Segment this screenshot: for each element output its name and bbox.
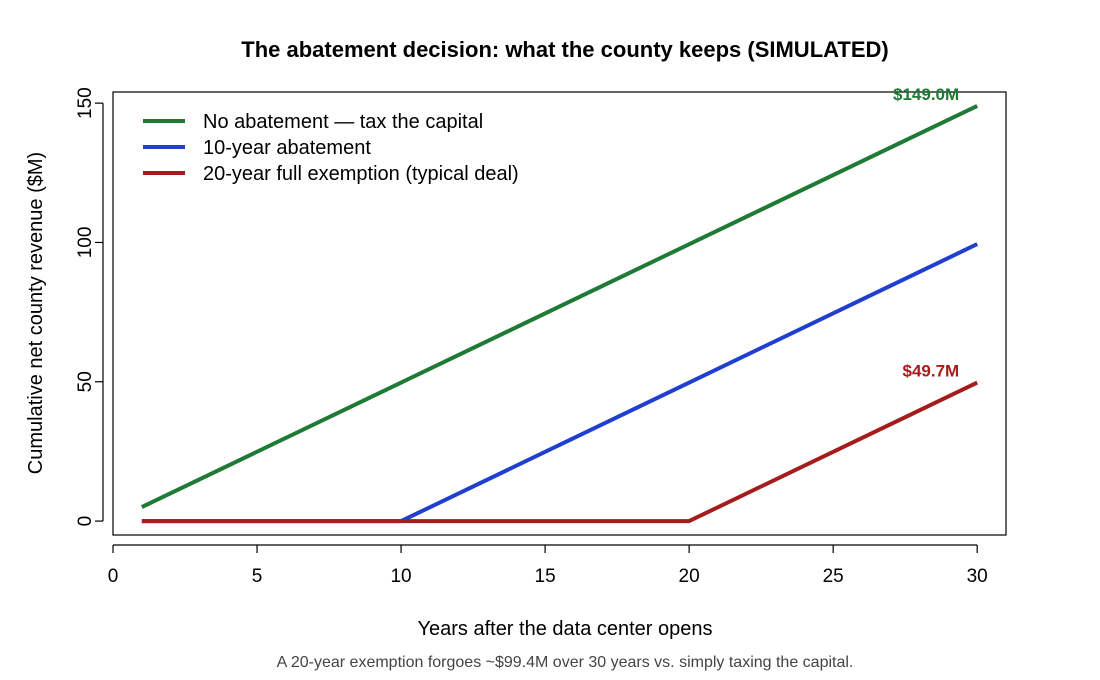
- series-end-label: $149.0M: [893, 85, 959, 104]
- x-tick-label: 10: [390, 566, 411, 587]
- x-tick-label: 25: [823, 566, 844, 587]
- x-tick-label: 20: [679, 566, 700, 587]
- legend: No abatement — tax the capital 10-year ab…: [143, 111, 519, 185]
- y-tick-label: 0: [75, 516, 96, 527]
- x-tick-label: 5: [252, 566, 263, 587]
- legend-label: No abatement — tax the capital: [203, 111, 483, 133]
- x-tick-label: 30: [967, 566, 988, 587]
- y-tick-label: 150: [75, 87, 96, 119]
- x-axis: 0 5 10 15 20 25 30: [108, 544, 988, 587]
- x-axis-title: Years after the data center opens: [417, 618, 712, 640]
- series-line-1: [140, 104, 979, 509]
- x-tick-label: 15: [535, 566, 556, 587]
- series-end-label: $49.7M: [902, 362, 959, 381]
- legend-label: 10-year abatement: [203, 137, 371, 159]
- chart-title: The abatement decision: what the county …: [241, 37, 888, 62]
- series-layer: [140, 104, 979, 524]
- y-tick-label: 100: [75, 227, 96, 259]
- series-line-2: [141, 242, 979, 524]
- y-axis-title: Cumulative net county revenue ($M): [25, 152, 47, 474]
- y-axis: 0 50 100 150: [75, 87, 104, 527]
- series-line-3: [141, 380, 979, 524]
- chart-caption: A 20-year exemption forgoes ~$99.4M over…: [277, 654, 854, 671]
- x-tick-label: 0: [108, 566, 119, 587]
- end-labels: $149.0M $49.7M: [893, 85, 959, 381]
- legend-label: 20-year full exemption (typical deal): [203, 163, 519, 185]
- y-tick-label: 50: [75, 371, 96, 392]
- plot-frame: [112, 91, 1007, 536]
